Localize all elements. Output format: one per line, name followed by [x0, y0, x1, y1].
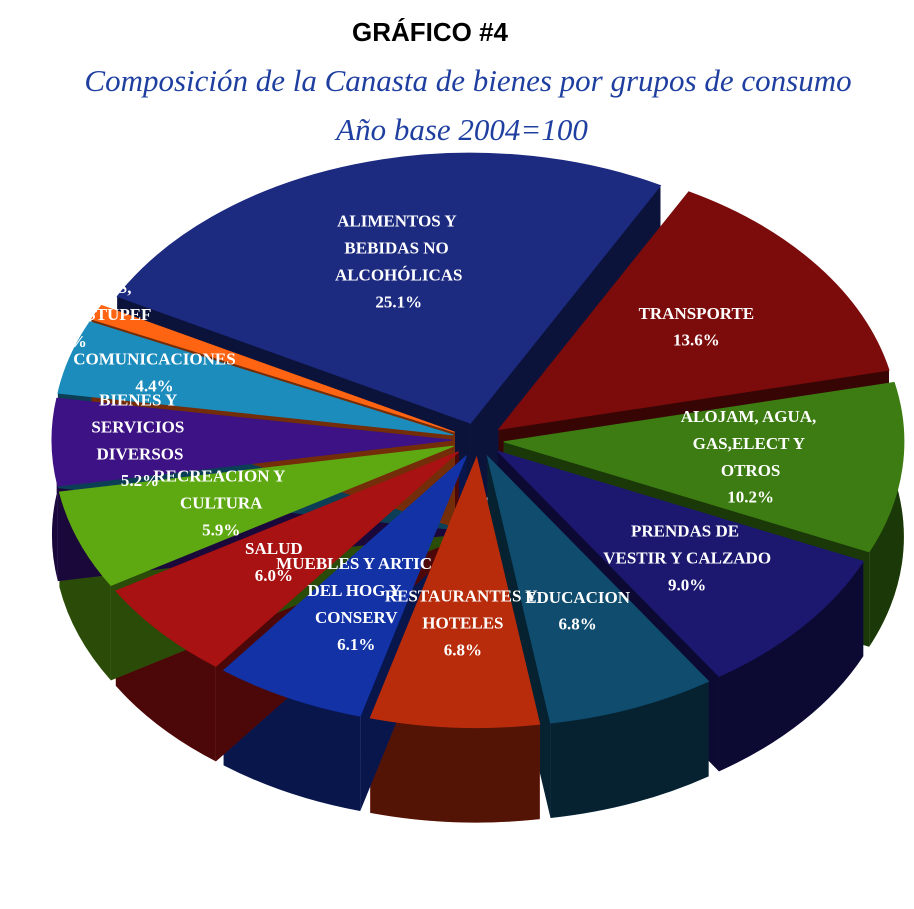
category-label: TRANSPORTE	[639, 304, 755, 323]
slice-shade	[550, 681, 709, 818]
category-label: MUEBLES Y ARTIC DEL HOG Y CONSERV	[276, 554, 436, 627]
category-label: ALOJAM, AGUA, GAS,ELECT Y OTROS	[681, 407, 821, 480]
category-label: BIENES Y SERVICIOS DIVERSOS	[91, 390, 188, 463]
pie-labels: ALIMENTOS Y BEBIDAS NO ALCOHÓLICAS 25.1% T…	[0, 211, 821, 659]
value-label: 6.8%	[444, 641, 482, 660]
slice	[486, 454, 710, 724]
category-label: RESTAURANTES Y HOTELES	[385, 587, 541, 633]
value-label: 10.2%	[727, 488, 774, 507]
slice	[116, 152, 662, 424]
category-label: EDUCACION	[525, 588, 631, 607]
value-label: 5.2%	[121, 471, 159, 490]
category-label: SALUD	[245, 539, 303, 558]
value-label: 6.8%	[558, 615, 596, 634]
slice	[222, 455, 467, 717]
chart-subtitle: Composición de la Canasta de bienes por …	[84, 63, 851, 98]
slice	[90, 304, 455, 433]
value-label: 9.0%	[668, 575, 706, 594]
category-label: PRENDAS DE VESTIR Y CALZADO	[603, 521, 771, 567]
category-label: RECREACION Y CULTURA	[153, 466, 289, 512]
slice	[369, 455, 541, 729]
slice	[58, 445, 454, 586]
slice	[497, 191, 890, 431]
category-label: BEBIDAS ALCOHOLICAS, TABACO Y ESTUPEF	[0, 251, 151, 324]
value-label: 13.6%	[673, 331, 720, 350]
slice-shade	[370, 717, 540, 823]
category-label: COMUNICACIONES	[73, 349, 235, 368]
chart-title: GRÁFICO #4	[352, 17, 509, 47]
slice	[497, 450, 864, 677]
value-label: 6.1%	[337, 635, 375, 654]
value-label: 0.9%	[49, 332, 87, 351]
value-label: 25.1%	[375, 292, 422, 311]
slice	[51, 397, 453, 487]
value-label: 5.9%	[202, 520, 240, 539]
category-label: ALIMENTOS Y BEBIDAS NO ALCOHÓLICAS	[335, 211, 463, 284]
pie-slices	[51, 152, 905, 729]
slice-shade	[718, 561, 864, 772]
value-label: 4.4%	[135, 376, 173, 395]
slice	[503, 381, 905, 553]
value-label: 6.0%	[255, 566, 293, 585]
chart-subtitle: Año base 2004=100	[334, 112, 588, 147]
slice	[115, 451, 459, 667]
slice	[57, 321, 454, 436]
